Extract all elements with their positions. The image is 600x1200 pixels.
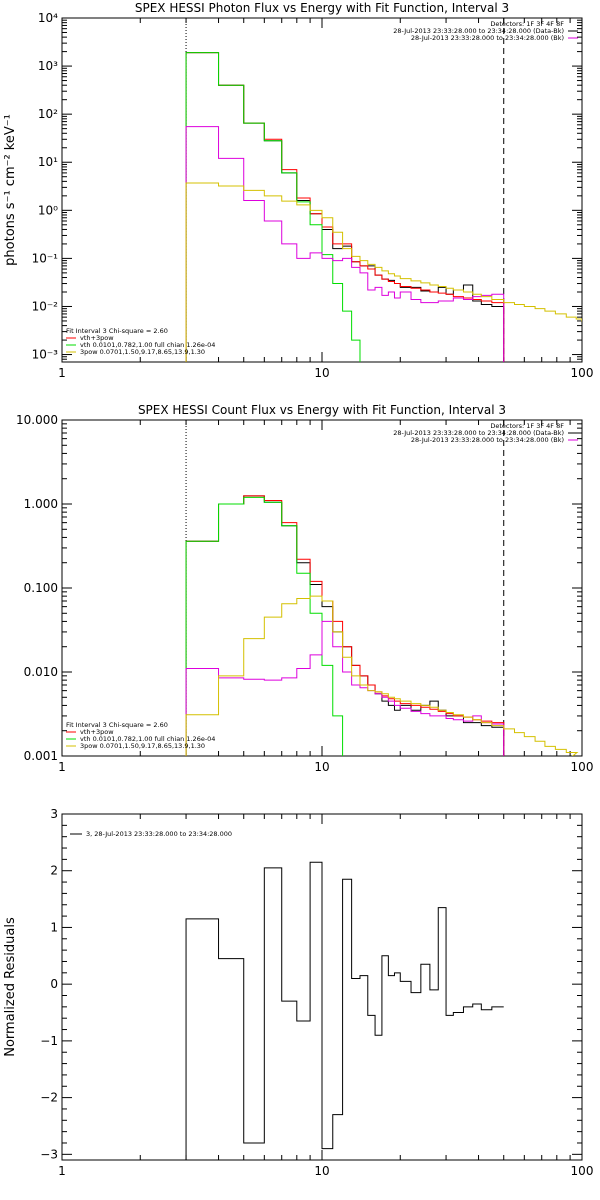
series-group [185, 52, 582, 362]
series-bk-line [185, 620, 505, 756]
chart-panel-3: Normalized Residuals 1 10 100 −3 −2 −1 0 1 2 3 3, 2… [3, 807, 593, 1178]
y-tick-label: 10⁻¹ [32, 251, 59, 265]
series-group [185, 861, 504, 1160]
x-tick-label: 100 [571, 366, 594, 380]
legend-bottom-text: Fit Interval 3 Chi-square = 2.60 [66, 721, 168, 729]
series-vth-line [185, 496, 344, 756]
x-tick-label: 1 [58, 760, 66, 774]
series-bk-line [185, 126, 505, 362]
y-tick-label: 3 [50, 807, 58, 821]
y-tick-label: 10⁻³ [32, 348, 59, 362]
series-3pow-line [185, 182, 582, 362]
y-tick-label: 10³ [38, 59, 58, 73]
y-tick-label: 10⁰ [38, 203, 58, 217]
y-tick-label: 2 [50, 864, 58, 878]
legend-bottom-text: vth 0.0101,0.782,1.00 full chian 1.26e-0… [80, 735, 215, 743]
y-tick-label: 10² [38, 107, 58, 121]
chart-title: SPEX HESSI Photon Flux vs Energy with Fi… [135, 1, 509, 15]
y-tick-label: 1.000 [24, 497, 58, 511]
y-tick-label: 0 [50, 977, 58, 991]
y-tick-label: 0.010 [24, 665, 58, 679]
legend-bottom-text: 3pow 0.0701,1.50,9.17,8.65,13.9,1.30 [80, 742, 205, 750]
x-tick-label: 100 [571, 1164, 594, 1178]
series-data-bk-line [185, 52, 505, 362]
legend-top-text: 28-Jul-2013 23:33:28.000 to 23:34:28.000… [411, 436, 564, 444]
y-tick-label: 10.000 [16, 413, 58, 427]
x-tick-label: 10 [314, 1164, 329, 1178]
chart-title: SPEX HESSI Count Flux vs Energy with Fit… [138, 403, 506, 417]
series-group [185, 495, 579, 756]
series-vth-3pow-line [185, 52, 505, 362]
y-tick-label: 10¹ [38, 155, 58, 169]
y-axis-label: photons s⁻¹ cm⁻² keV⁻¹ [3, 114, 18, 266]
legend-top-text: 28-Jul-2013 23:33:28.000 to 23:34:28.000… [411, 34, 564, 42]
legend-top-text: 28-Jul-2013 23:33:28.000 to 23:34:28.000… [393, 27, 564, 35]
series-3-28-jul-2013-23-33-28-000-to-23-34-28-000-line [185, 861, 504, 1160]
y-tick-label: −3 [40, 1147, 58, 1161]
legend-bottom-text: vth 0.0101,0.782,1.00 full chian 1.26e-0… [80, 341, 215, 349]
x-tick-label: 10 [314, 760, 329, 774]
series-3pow-line [185, 595, 579, 756]
x-tick-label: 100 [571, 760, 594, 774]
series-vth-3pow-line [185, 495, 505, 756]
x-tick-label: 1 [58, 1164, 66, 1178]
series-data-bk-line [185, 495, 505, 756]
y-tick-label: −1 [40, 1034, 58, 1048]
legend-top-text: Detectors: 1F 3F 4F 8F [490, 422, 564, 430]
legend-bottom-text: Fit Interval 3 Chi-square = 2.60 [66, 327, 168, 335]
y-tick-label: 0.100 [24, 581, 58, 595]
chart-panel-1: SPEX HESSI Photon Flux vs Energy with Fi… [3, 1, 593, 380]
chart-panel-2: SPEX HESSI Count Flux vs Energy with Fit… [16, 403, 594, 774]
series-vth-line [185, 52, 361, 362]
legend-bottom-text: vth+3pow [80, 334, 114, 342]
y-tick-label: 10⁴ [38, 11, 58, 25]
y-tick-label: −2 [40, 1091, 58, 1105]
x-tick-label: 10 [314, 366, 329, 380]
x-tick-label: 1 [58, 366, 66, 380]
y-axis-label: Normalized Residuals [3, 917, 18, 1057]
legend-top-text: 28-Jul-2013 23:33:28.000 to 23:34:28.000… [393, 429, 564, 437]
y-tick-label: 0.001 [24, 749, 58, 763]
legend-bottom-text: 3pow 0.0701,1.50,9.17,8.65,13.9,1.30 [80, 348, 205, 356]
y-tick-label: 1 [50, 920, 58, 934]
legend-top-text: Detectors: 1F 3F 4F 8F [490, 20, 564, 28]
y-tick-label: 10⁻² [32, 299, 59, 313]
legend-bottom-text: vth+3pow [80, 728, 114, 736]
legend-text: 3, 28-Jul-2013 23:33:28.000 to 23:34:28.… [86, 830, 232, 838]
